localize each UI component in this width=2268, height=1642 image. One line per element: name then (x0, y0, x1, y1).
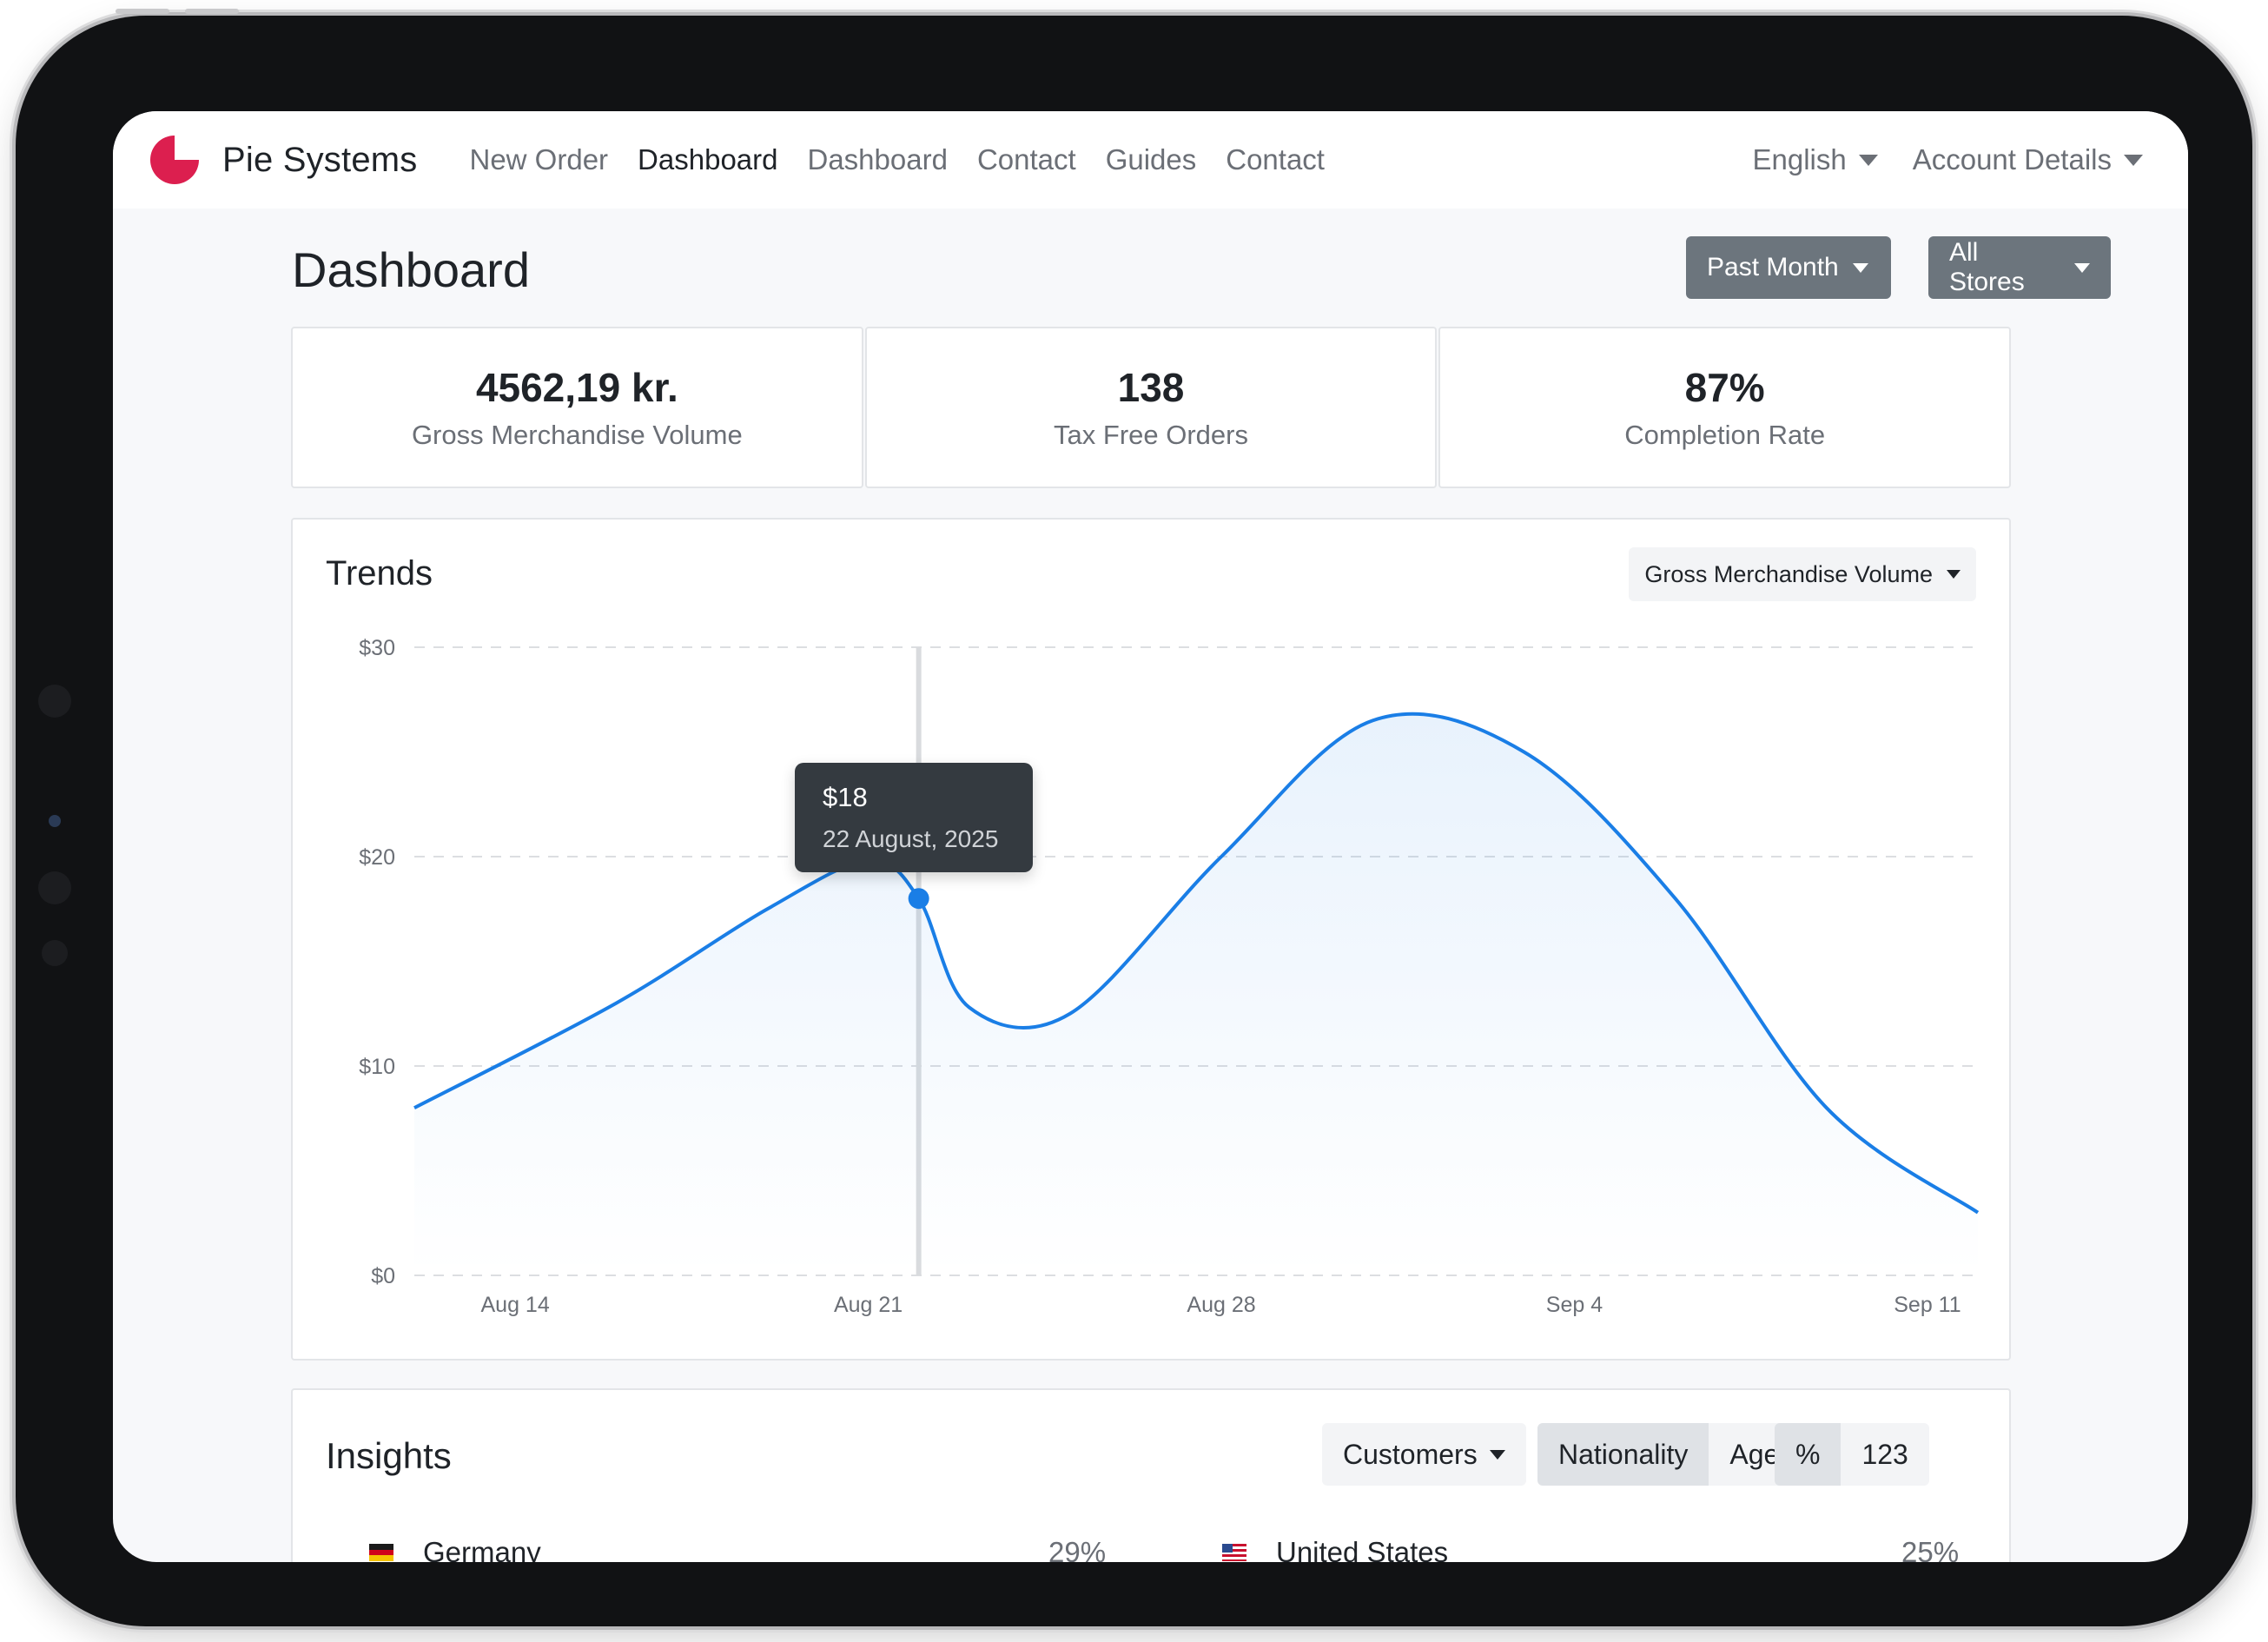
caret-down-icon (2074, 262, 2090, 273)
insights-title: Insights (326, 1435, 452, 1476)
nav-link-dashboard[interactable]: Dashboard (638, 143, 778, 175)
audience-dropdown-button[interactable]: Customers (1322, 1423, 1526, 1486)
period-filter-button[interactable]: Past Month (1686, 236, 1891, 299)
nav-links: New Order Dashboard Dashboard Contact Gu… (470, 143, 1354, 176)
caret-down-icon (1489, 1449, 1505, 1460)
nav-link-new-order[interactable]: New Order (469, 143, 609, 175)
brand[interactable]: Pie Systems (148, 133, 418, 187)
country-percent: 29% (1048, 1536, 1107, 1562)
caret-down-icon (1947, 570, 1961, 579)
sensor-dot-small (42, 940, 68, 966)
country-name: Germany (423, 1536, 541, 1562)
volume-button (116, 9, 169, 14)
list-item: Germany (369, 1536, 541, 1562)
screen: Pie Systems New Order Dashboard Dashboar… (113, 111, 2188, 1562)
caret-down-icon (2124, 154, 2143, 166)
country-percent: 25% (1901, 1536, 1960, 1562)
chart-tooltip: $18 22 August, 2025 (795, 763, 1033, 872)
nav-link-contact[interactable]: Contact (976, 143, 1076, 175)
group-toggle: Nationality Age (1537, 1423, 1801, 1486)
nav-link-guides[interactable]: Guides (1105, 143, 1197, 175)
caret-down-icon (1852, 262, 1868, 273)
stat-card-tax-free-orders: 138 Tax Free Orders (864, 327, 1438, 488)
audience-label: Customers (1343, 1438, 1478, 1470)
x-tick-label: Aug 28 (1187, 1293, 1255, 1317)
unit-option-percent[interactable]: % (1775, 1423, 1842, 1486)
nav-link-contact-2[interactable]: Contact (1226, 143, 1325, 175)
chart-line (413, 712, 1980, 1215)
audience-dropdown[interactable]: Customers (1322, 1423, 1526, 1486)
pie-logo-icon (150, 136, 199, 184)
account-label: Account Details (1912, 143, 2112, 175)
stat-cards: 4562,19 kr. Gross Merchandise Volume 138… (291, 327, 2012, 488)
account-dropdown[interactable]: Account Details (1913, 143, 2143, 176)
stat-card-gmv: 4562,19 kr. Gross Merchandise Volume (291, 327, 863, 488)
metric-select-label: Gross Merchandise Volume (1644, 560, 1933, 587)
metric-select[interactable]: Gross Merchandise Volume (1629, 547, 1976, 601)
unit-toggle: % 123 (1775, 1423, 1929, 1486)
y-tick-label: $10 (359, 1055, 395, 1079)
x-tick-label: Sep 4 (1546, 1293, 1603, 1317)
x-tick-label: Aug 14 (481, 1293, 550, 1317)
power-button (185, 9, 239, 14)
camera-lens (49, 815, 61, 827)
group-option-nationality[interactable]: Nationality (1537, 1423, 1709, 1486)
page-title: Dashboard (292, 242, 530, 297)
nav-right: English Account Details (1717, 143, 2143, 176)
y-tick-label: $20 (359, 845, 395, 870)
chart-highlight-point[interactable] (908, 888, 929, 910)
country-name: United States (1276, 1536, 1449, 1562)
chart-area (414, 713, 1978, 1275)
stat-label: Gross Merchandise Volume (411, 420, 743, 450)
y-tick-label: $30 (359, 636, 395, 660)
united-states-flag-icon (1222, 1544, 1246, 1561)
language-dropdown[interactable]: English (1752, 143, 1878, 176)
trends-title: Trends (326, 554, 433, 593)
stat-value: 87% (1684, 365, 1765, 410)
brand-name: Pie Systems (222, 140, 418, 179)
caret-down-icon (1858, 154, 1878, 166)
nav-link-dashboard-2[interactable]: Dashboard (807, 143, 948, 175)
camera-dot (38, 685, 71, 718)
x-tick-label: Aug 21 (834, 1293, 903, 1317)
top-navbar: Pie Systems New Order Dashboard Dashboar… (113, 111, 2188, 209)
period-filter-label: Past Month (1707, 253, 1839, 281)
store-filter-label: All Stores (1949, 238, 2025, 296)
tooltip-date: 22 August, 2025 (823, 825, 999, 852)
tablet-frame: Pie Systems New Order Dashboard Dashboar… (16, 9, 2252, 1626)
germany-flag-icon (369, 1544, 393, 1561)
language-label: English (1752, 143, 1847, 175)
y-tick-label: $0 (371, 1264, 395, 1288)
store-filter-button[interactable]: All Stores (1928, 236, 2111, 299)
x-tick-label: Sep 11 (1894, 1293, 1961, 1317)
trends-card: Trends Gross Merchandise Volume $0 $10 $20… (291, 518, 2011, 1361)
unit-option-count[interactable]: 123 (1841, 1423, 1929, 1486)
tooltip-value: $18 (823, 782, 868, 812)
stat-label: Tax Free Orders (1054, 420, 1248, 450)
trends-chart[interactable]: $0 $10 $20 $30 Aug 14 Aug 21 Aug 28 Sep 4 Sep 1… (293, 520, 2013, 1362)
stat-card-completion-rate: 87% Completion Rate (1438, 327, 2012, 488)
stat-label: Completion Rate (1624, 420, 1826, 450)
insights-card: Insights Customers Nationality Age % 123 (291, 1388, 2011, 1562)
stat-value: 4562,19 kr. (475, 365, 678, 410)
list-item: United States (1222, 1536, 1448, 1562)
stat-value: 138 (1117, 365, 1185, 410)
sensor-dot (38, 871, 71, 904)
